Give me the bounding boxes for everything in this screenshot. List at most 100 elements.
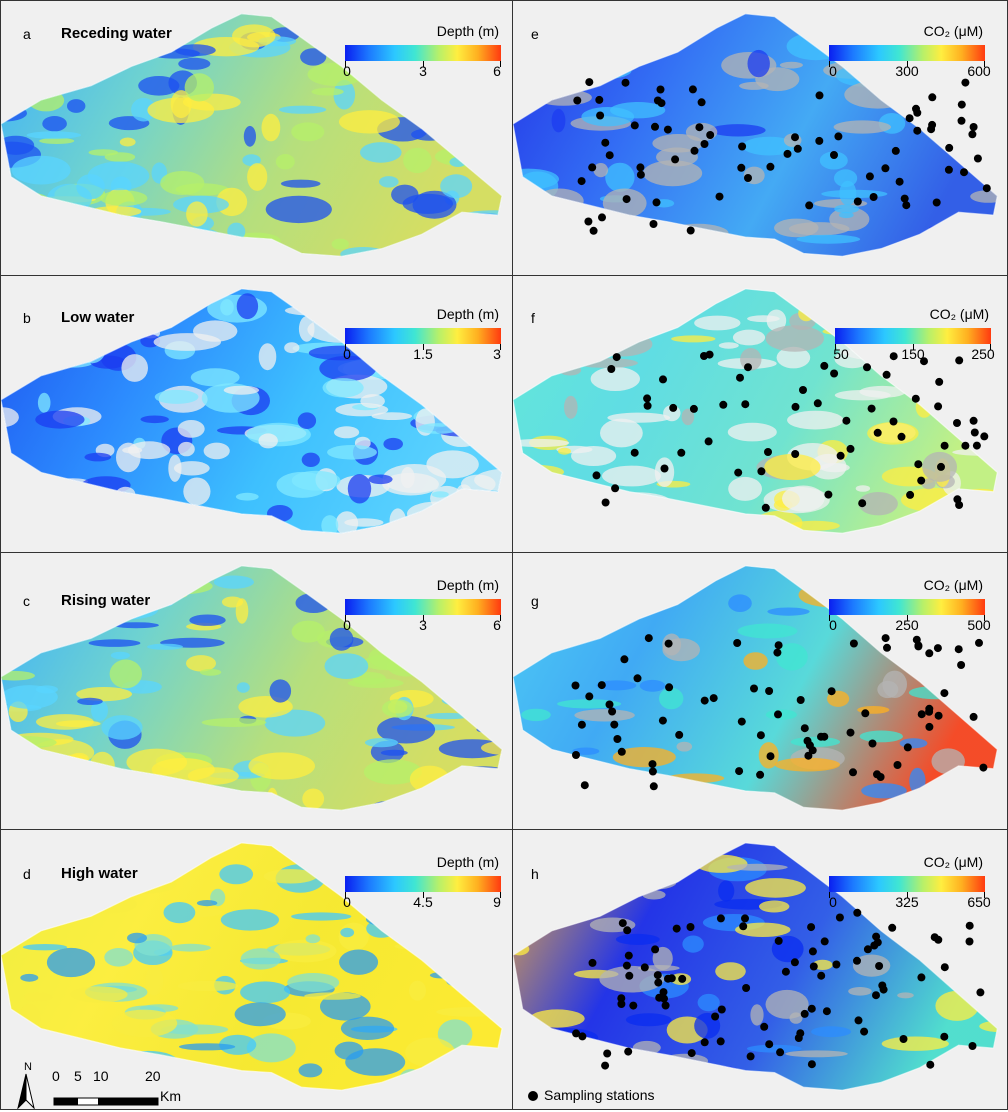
co2-legend: CO₂ (μM) 50 150 250: [825, 306, 995, 366]
sampling-station-marker: [624, 1047, 633, 1056]
sampling-station-marker: [656, 85, 665, 94]
sampling-station-marker: [868, 739, 877, 748]
sampling-station-marker: [611, 484, 620, 493]
sampling-station-marker: [980, 432, 989, 441]
sampling-station-marker: [869, 193, 878, 201]
sampling-station-marker: [756, 770, 765, 779]
sampling-station-marker: [820, 937, 829, 946]
legend-title: Depth (m): [436, 854, 499, 870]
sampling-station-marker: [643, 401, 652, 410]
panel-title: High water: [61, 865, 138, 882]
sampling-station-marker: [881, 634, 890, 643]
north-label: N: [24, 1061, 32, 1073]
sampling-station-marker: [675, 730, 684, 739]
sampling-station-marker: [750, 684, 758, 693]
sampling-station-marker: [648, 760, 657, 769]
sampling-station-marker: [617, 994, 626, 1003]
sampling-station-marker: [741, 914, 749, 923]
legend-title: Depth (m): [436, 306, 499, 322]
sampling-station-marker: [953, 419, 961, 427]
sampling-station-marker: [815, 91, 824, 100]
sampling-station-marker: [664, 639, 673, 648]
sampling-station-marker: [889, 417, 898, 426]
sampling-station-marker: [809, 962, 818, 971]
sampling-station-marker: [761, 503, 770, 512]
sampling-station-marker: [911, 394, 920, 403]
sampling-station-marker: [700, 1038, 709, 1047]
sampling-station-marker: [957, 116, 966, 125]
sampling-station-marker: [824, 490, 833, 499]
sampling-station-marker: [917, 710, 926, 719]
sampling-station-marker: [820, 361, 829, 370]
sampling-station-marker: [757, 467, 766, 476]
panel-d-high-water: d High water Depth (m) 0 4.5 9: [1, 830, 512, 1109]
sampling-station-marker: [678, 974, 687, 983]
sampling-station-marker: [940, 441, 949, 450]
sampling-station-marker: [620, 655, 629, 664]
sampling-station-marker: [765, 1040, 774, 1049]
sampling-station-marker: [834, 132, 843, 141]
depth-legend: Depth (m) 0 4.5 9: [335, 854, 505, 914]
sampling-station-marker: [865, 172, 874, 181]
tick-label: 9: [493, 894, 501, 910]
sampling-station-marker: [657, 99, 666, 108]
sampling-station-marker: [686, 226, 695, 235]
sampling-station-marker: [807, 1004, 816, 1013]
panel-f-co2: f CO₂ (μM) 50 150 250: [513, 276, 1007, 552]
sampling-station-marker: [580, 781, 589, 790]
sampling-station-marker: [706, 131, 715, 139]
sampling-station-marker: [791, 402, 800, 411]
tick-label: 6: [493, 617, 501, 633]
scale-label: 20: [145, 1068, 161, 1084]
sampling-station-marker: [636, 163, 645, 172]
sampling-station-marker: [872, 991, 880, 1000]
tick-label: 600: [967, 63, 991, 79]
sampling-station-marker: [975, 638, 983, 647]
sampling-station-marker: [584, 217, 593, 226]
sampling-station-marker: [598, 213, 606, 222]
panel-letter: f: [531, 310, 535, 326]
sampling-station-marker: [928, 93, 937, 102]
sampling-station-marker: [976, 988, 985, 997]
sampling-station-marker: [968, 130, 977, 139]
scale-unit: Km: [160, 1088, 181, 1104]
sampling-station-marker: [793, 144, 802, 153]
sampling-station-marker: [595, 95, 604, 104]
sampling-station-marker: [601, 498, 610, 507]
panel-title: Rising water: [61, 592, 151, 609]
sampling-station-marker: [765, 687, 774, 695]
sampling-station-marker: [735, 767, 744, 776]
color-bar: [345, 876, 501, 892]
sampling-station-marker: [596, 111, 605, 120]
panel-letter: d: [23, 866, 31, 882]
sampling-station-marker: [913, 126, 922, 135]
sampling-station-marker: [687, 1049, 696, 1058]
scale-label: 0: [52, 1068, 60, 1084]
panel-letter: c: [23, 593, 30, 609]
sampling-station-marker: [760, 1022, 769, 1031]
tick-label: 3: [419, 63, 427, 79]
sampling-station-marker: [711, 1012, 720, 1021]
sampling-station-marker: [965, 921, 974, 930]
sampling-station-marker: [585, 692, 594, 701]
sampling-station-marker: [791, 450, 800, 458]
sampling-station-marker: [903, 743, 912, 752]
sampling-station-marker: [879, 985, 888, 994]
sampling-station-marker: [629, 1001, 638, 1010]
co2-map: [513, 565, 998, 811]
sampling-station-marker: [891, 146, 900, 155]
sampling-station-marker: [736, 373, 744, 382]
tick-label: 4.5: [413, 894, 433, 910]
sampling-station-marker: [601, 138, 610, 147]
sampling-station-marker: [659, 988, 668, 997]
panel-g-co2: g CO₂ (μM) 0 250 500: [513, 553, 1007, 829]
sampling-station-marker: [849, 639, 858, 648]
sampling-station-marker: [744, 363, 752, 372]
sampling-station-marker: [622, 195, 631, 204]
sampling-station-marker: [914, 642, 923, 651]
panel-c-rising-water: c Rising water Depth (m) 0 3 6: [1, 553, 512, 829]
panel-title: Receding water: [61, 25, 172, 42]
sampling-station-marker: [979, 763, 988, 772]
tick-label: 250: [971, 346, 995, 362]
tick-label: 0: [829, 63, 837, 79]
